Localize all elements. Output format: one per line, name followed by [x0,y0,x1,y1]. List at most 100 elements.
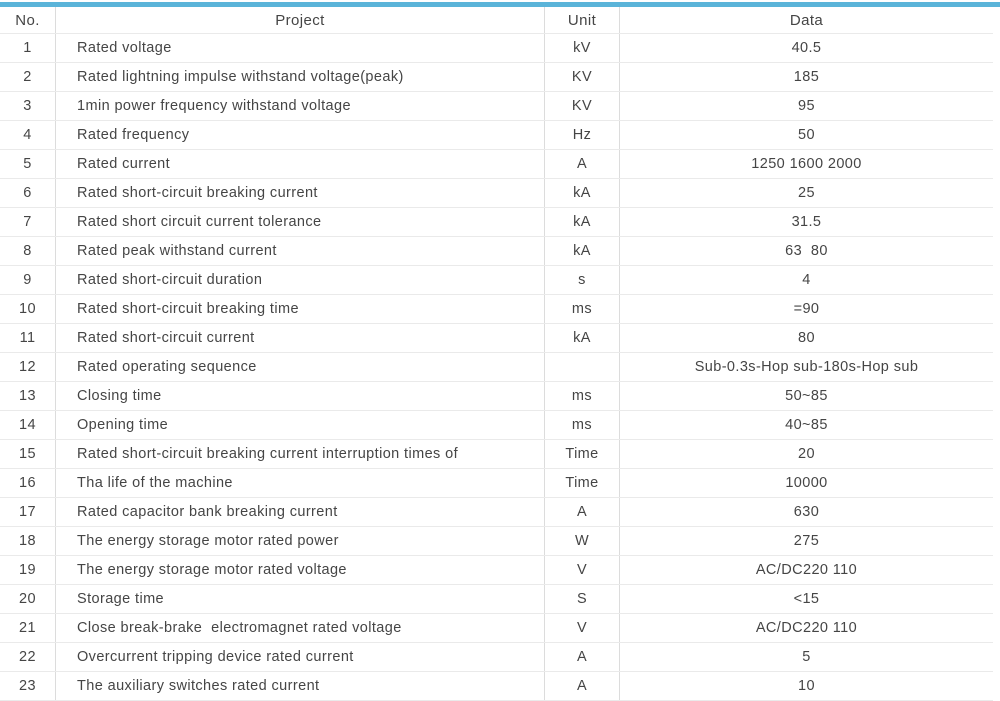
table-row: 3 1min power frequency withstand voltage K… [0,92,993,121]
cell-data: 630 [793,504,820,520]
cell-no: 20 [0,585,56,613]
table-body: 1 Rated voltage kV 40.5 2 Rated lightning imp… [0,34,993,701]
cell-no: 13 [0,382,56,410]
cell-project: Rated short-circuit duration [56,266,545,294]
cell-project: Rated short-circuit breaking time [56,295,545,323]
cell-no: 1 [0,34,56,62]
cell-unit: W [545,527,620,555]
cell-project: Close break-brake electromagnet rated vo… [56,614,545,642]
header-unit: Unit [545,7,620,33]
cell-unit: A [545,672,620,700]
cell-project: Rated operating sequence [56,353,545,381]
cell-project: The energy storage motor rated voltage [56,556,545,584]
cell-unit: kA [545,208,620,236]
cell-no: 2 [0,63,56,91]
table-row: 21 Close break-brake electromagnet rated … [0,614,993,643]
cell-data: 4 [802,272,811,288]
cell-no: 8 [0,237,56,265]
cell-project: Rated short-circuit breaking current [56,179,545,207]
cell-unit: KV [545,63,620,91]
cell-unit: kA [545,324,620,352]
table-row: 16 Tha life of the machine Time 10000 [0,469,993,498]
cell-unit: KV [545,92,620,120]
cell-project: Storage time [56,585,545,613]
table-row: 20 Storage time S <15 [0,585,993,614]
table-row: 14 Opening time ms 40~85 [0,411,993,440]
cell-no: 21 [0,614,56,642]
specification-table: No. Project Unit Data 1 Rated voltage kV 40… [0,7,993,701]
cell-unit: A [545,498,620,526]
cell-no: 17 [0,498,56,526]
table-row: 10 Rated short-circuit breaking time ms =90 [0,295,993,324]
cell-data: 275 [793,533,820,549]
cell-data: 5 [802,649,811,665]
cell-unit: A [545,150,620,178]
cell-data: 63 80 [785,243,828,259]
cell-project: Closing time [56,382,545,410]
cell-data: <15 [793,591,820,607]
table-row: 2 Rated lightning impulse withstand volta… [0,63,993,92]
cell-unit: kA [545,179,620,207]
table-row: 9 Rated short-circuit duration s 4 [0,266,993,295]
cell-no: 4 [0,121,56,149]
cell-unit: ms [545,295,620,323]
cell-data: 10 [798,678,815,694]
cell-no: 5 [0,150,56,178]
cell-unit: ms [545,382,620,410]
table-row: 4 Rated frequency Hz 50 [0,121,993,150]
cell-no: 22 [0,643,56,671]
cell-project: Rated lightning impulse withstand voltag… [56,63,545,91]
cell-data: 31.5 [791,214,822,230]
cell-unit: A [545,643,620,671]
table-row: 22 Overcurrent tripping device rated curr… [0,643,993,672]
cell-unit: S [545,585,620,613]
table-row: 6 Rated short-circuit breaking current kA 2… [0,179,993,208]
cell-unit: V [545,556,620,584]
cell-project: Opening time [56,411,545,439]
cell-data: Sub-0.3s-Hop sub-180s-Hop sub [694,359,919,375]
cell-data: 80 [798,330,815,346]
cell-project: Rated short circuit current tolerance [56,208,545,236]
cell-project: Tha life of the machine [56,469,545,497]
cell-project: Rated short-circuit breaking current int… [56,440,545,468]
table-row: 17 Rated capacitor bank breaking current A… [0,498,993,527]
cell-data: AC/DC220 110 [755,562,858,578]
header-no: No. [0,7,56,33]
table-row: 12 Rated operating sequence Sub-0.3s-Hop s… [0,353,993,382]
cell-unit [545,353,620,381]
cell-project: Rated current [56,150,545,178]
table-row: 13 Closing time ms 50~85 [0,382,993,411]
cell-no: 12 [0,353,56,381]
cell-data: 95 [798,98,815,114]
cell-project: The auxiliary switches rated current [56,672,545,700]
cell-unit: ms [545,411,620,439]
table-row: 19 The energy storage motor rated voltage… [0,556,993,585]
cell-data: =90 [793,301,820,317]
cell-unit: V [545,614,620,642]
cell-data: 1250 1600 2000 [751,156,862,172]
cell-no: 18 [0,527,56,555]
accent-top-bar [0,2,1000,7]
cell-data: 25 [798,185,815,201]
cell-unit: s [545,266,620,294]
cell-no: 14 [0,411,56,439]
cell-data: 185 [793,69,820,85]
cell-no: 11 [0,324,56,352]
cell-no: 15 [0,440,56,468]
cell-unit: kV [545,34,620,62]
cell-no: 23 [0,672,56,700]
cell-data: 50 [798,127,815,143]
header-project: Project [56,7,545,33]
cell-no: 9 [0,266,56,294]
cell-unit: Time [545,469,620,497]
cell-project: Rated capacitor bank breaking current [56,498,545,526]
cell-project: Rated frequency [56,121,545,149]
cell-project: Rated peak withstand current [56,237,545,265]
table-row: 8 Rated peak withstand current kA 63 80 [0,237,993,266]
table-header-row: No. Project Unit Data [0,7,993,34]
cell-no: 10 [0,295,56,323]
cell-data: 20 [798,446,815,462]
cell-no: 19 [0,556,56,584]
table-row: 11 Rated short-circuit current kA 80 [0,324,993,353]
cell-unit: Hz [545,121,620,149]
